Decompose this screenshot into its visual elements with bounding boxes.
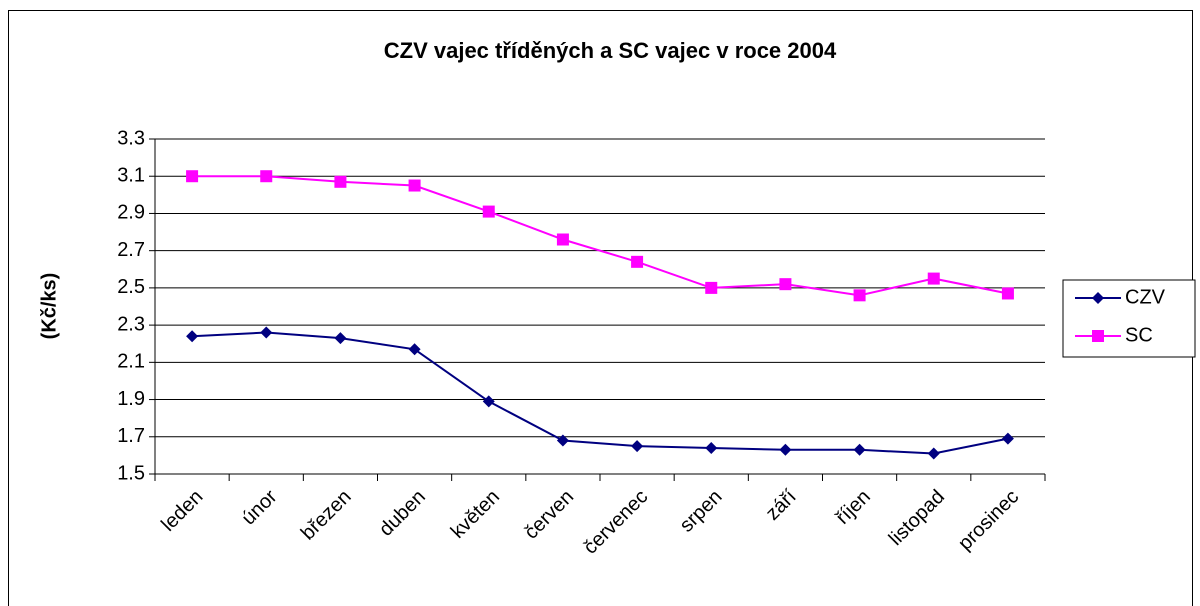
data-point xyxy=(408,179,421,192)
y-tick-label: 2.3 xyxy=(117,313,145,335)
data-point xyxy=(556,434,569,447)
y-tick-label: 2.1 xyxy=(117,351,145,373)
data-point xyxy=(1092,292,1104,304)
y-tick-label: 3.1 xyxy=(117,165,145,187)
data-point xyxy=(556,233,569,246)
data-point xyxy=(1001,432,1014,445)
data-point xyxy=(705,281,718,294)
data-point xyxy=(705,441,718,454)
series-line xyxy=(192,175,1009,297)
legend-box xyxy=(1062,279,1196,358)
data-point xyxy=(260,326,273,339)
y-tick-label: 1.9 xyxy=(117,388,145,410)
y-tick-label: 2.5 xyxy=(117,276,145,298)
legend-label: SC xyxy=(1125,324,1153,346)
data-point xyxy=(260,170,273,183)
data-point xyxy=(334,332,347,345)
series-line xyxy=(192,331,1009,455)
chart-border xyxy=(8,10,1193,606)
y-tick-label: 1.5 xyxy=(117,462,145,484)
data-point xyxy=(186,330,199,343)
data-point xyxy=(927,272,940,285)
y-tick-label: 3.3 xyxy=(117,127,145,149)
data-point xyxy=(631,255,644,268)
data-point xyxy=(853,443,866,456)
data-point xyxy=(927,447,940,460)
data-point xyxy=(186,170,199,183)
data-point xyxy=(853,289,866,302)
data-point xyxy=(482,205,495,218)
y-axis-label: (Kč/ks) xyxy=(38,273,60,340)
data-point xyxy=(482,395,495,408)
data-point xyxy=(1092,330,1104,342)
legend-label: CZV xyxy=(1125,286,1166,308)
y-tick-label: 1.7 xyxy=(117,425,145,447)
data-point xyxy=(408,343,421,356)
data-point xyxy=(631,440,644,453)
data-point xyxy=(779,443,792,456)
y-tick-label: 2.7 xyxy=(117,239,145,261)
data-point xyxy=(1001,287,1014,300)
data-point xyxy=(779,278,792,291)
chart-title: CZV vajec tříděných a SC vajec v roce 20… xyxy=(384,38,837,63)
y-tick-label: 2.9 xyxy=(117,202,145,224)
data-point xyxy=(334,175,347,188)
